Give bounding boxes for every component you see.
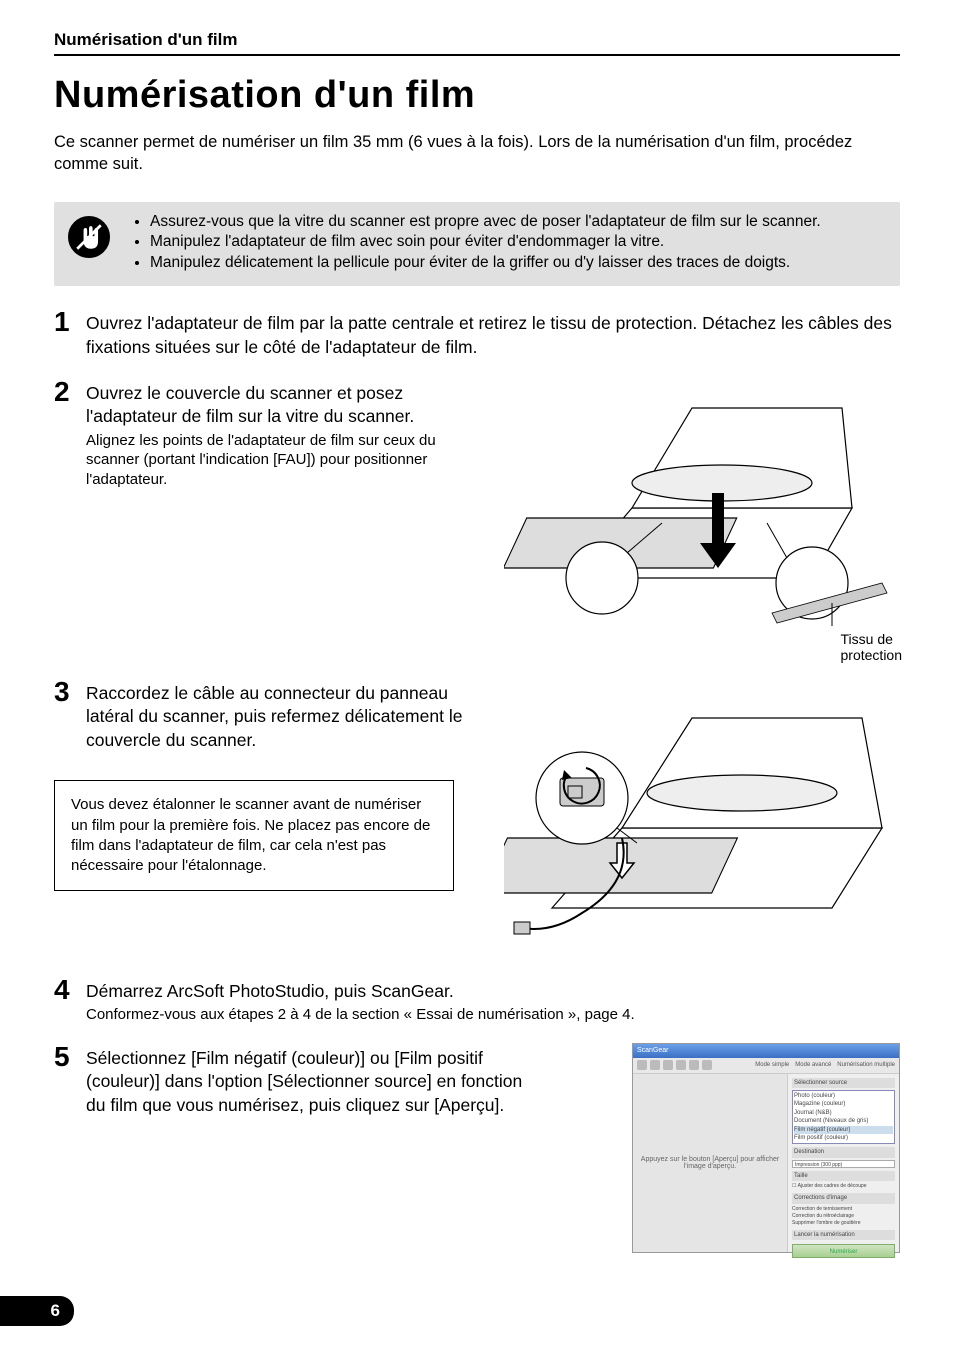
step-3: 3 Raccordez le câble au connecteur du pa… [54, 678, 484, 753]
window-titlebar: ScanGear [633, 1044, 899, 1058]
panel-label: Destination [792, 1147, 895, 1157]
source-option: Photo (couleur) [794, 1092, 893, 1100]
source-option: Film positif (couleur) [794, 1134, 893, 1142]
source-option: Document (Niveaux de gris) [794, 1117, 893, 1125]
step-subtext: Conformez-vous aux étapes 2 à 4 de la se… [86, 1005, 900, 1025]
figure-scanner-adapter: Tissu de protection [504, 378, 900, 658]
header-rule [54, 54, 900, 56]
correction-option: Correction du rétroéclairage [792, 1213, 895, 1220]
source-option: Journal (N&B) [794, 1109, 893, 1117]
source-option: Magazine (couleur) [794, 1100, 893, 1108]
settings-panel: Sélectionner source Photo (couleur) Maga… [787, 1074, 899, 1252]
dest-field: Impression (300 ppp) [792, 1160, 895, 1168]
step-heading: Raccordez le câble au connecteur du pann… [86, 682, 484, 753]
step-heading: Démarrez ArcSoft PhotoStudio, puis ScanG… [86, 980, 900, 1004]
intro-paragraph: Ce scanner permet de numériser un film 3… [54, 131, 900, 176]
running-head: Numérisation d'un film [54, 30, 900, 50]
scangear-screenshot: ScanGear Mode simple Mode avancé Numéris… [632, 1043, 900, 1253]
source-option-selected: Film négatif (couleur) [794, 1126, 893, 1134]
step-1: 1 Ouvrez l'adaptateur de film par la pat… [54, 308, 900, 359]
scan-button: Numériser [792, 1244, 895, 1258]
toolbar-icon [650, 1060, 660, 1070]
toolbar: Mode simple Mode avancé Numérisation mul… [633, 1058, 899, 1074]
toolbar-icon [663, 1060, 673, 1070]
step-subtext: Alignez les points de l'adaptateur de fi… [86, 431, 484, 490]
toolbar-icon [689, 1060, 699, 1070]
dest-value: Impression (300 ppp) [793, 1162, 842, 1168]
window-title: ScanGear [637, 1047, 669, 1054]
step-number: 5 [54, 1043, 76, 1071]
step-number: 2 [54, 378, 76, 406]
caution-box: Assurez-vous que la vitre du scanner est… [54, 202, 900, 287]
step-heading: Sélectionnez [Film négatif (couleur)] ou… [86, 1047, 534, 1118]
no-touch-icon [68, 216, 110, 258]
panel-label: Sélectionner source [792, 1078, 895, 1088]
step-4: 4 Démarrez ArcSoft PhotoStudio, puis Sca… [54, 976, 900, 1025]
calibration-note: Vous devez étalonner le scanner avant de… [54, 780, 454, 891]
step-heading: Ouvrez le couvercle du scanner et posez … [86, 382, 484, 429]
correction-option: Supprimer l'ombre de gouttière [792, 1220, 895, 1227]
preview-pane: Appuyez sur le bouton [Aperçu] pour affi… [633, 1074, 787, 1252]
toolbar-icon [676, 1060, 686, 1070]
tab: Numérisation multiple [837, 1062, 895, 1068]
tab: Mode simple [755, 1062, 789, 1068]
page-number-badge: 6 [0, 1296, 74, 1326]
toolbar-icon [637, 1060, 647, 1070]
step-number: 3 [54, 678, 76, 706]
panel-label: Lancer la numérisation [792, 1230, 895, 1240]
step-5: 5 Sélectionnez [Film négatif (couleur)] … [54, 1043, 534, 1118]
caution-item: Manipulez l'adaptateur de film avec soin… [150, 232, 821, 253]
figure-cable-connect [504, 678, 900, 948]
step-heading: Ouvrez l'adaptateur de film par la patte… [86, 312, 900, 359]
page-title: Numérisation d'un film [54, 74, 900, 117]
step-2: 2 Ouvrez le couvercle du scanner et pose… [54, 378, 484, 490]
tab: Mode avancé [795, 1062, 831, 1068]
toolbar-icon [702, 1060, 712, 1070]
callout-text: protection [841, 647, 902, 663]
step-number: 4 [54, 976, 76, 1004]
caution-item: Manipulez délicatement la pellicule pour… [150, 253, 821, 274]
caution-item: Assurez-vous que la vitre du scanner est… [150, 212, 821, 233]
callout-text: Tissu de [841, 631, 893, 647]
panel-label: Taille [792, 1171, 895, 1181]
size-option: Ajuster des cadres de découpe [798, 1183, 867, 1189]
step-number: 1 [54, 308, 76, 336]
figure-callout-tissu: Tissu de protection [841, 631, 902, 663]
panel-label: Corrections d'image [792, 1193, 895, 1203]
caution-list: Assurez-vous que la vitre du scanner est… [132, 212, 821, 275]
correction-option: Correction de ternissement [792, 1206, 895, 1213]
